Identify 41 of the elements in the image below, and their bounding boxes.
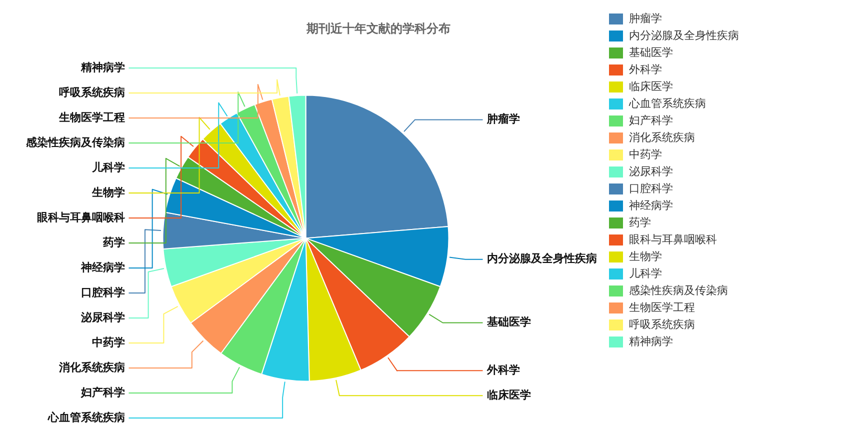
slice-label: 呼吸系统疾病 xyxy=(58,86,125,99)
legend-label: 妇产科学 xyxy=(629,114,673,127)
slice-label: 药学 xyxy=(102,236,125,249)
slice-label: 感染性疾病及传染病 xyxy=(24,136,125,149)
slice-label: 妇产科学 xyxy=(80,386,125,399)
slice-label: 精神病学 xyxy=(80,60,125,74)
slice-label: 生物学 xyxy=(90,186,125,199)
legend-label: 精神病学 xyxy=(629,334,673,348)
legend-label: 肿瘤学 xyxy=(629,12,662,25)
legend-label: 眼科与耳鼻咽喉科 xyxy=(629,232,717,246)
legend-label: 基础医学 xyxy=(629,46,673,59)
legend-label: 呼吸系统疾病 xyxy=(629,318,695,331)
legend-label: 神经病学 xyxy=(629,198,673,212)
legend-label: 感染性疾病及传染病 xyxy=(629,284,728,297)
slice-label: 口腔科学 xyxy=(80,286,125,299)
slice-label: 生物医学工程 xyxy=(58,110,125,124)
legend-label: 生物学 xyxy=(629,250,662,263)
legend-label: 生物医学工程 xyxy=(629,300,695,314)
legend-label: 临床医学 xyxy=(629,80,673,93)
legend-label: 心血管系统疾病 xyxy=(628,96,706,110)
slice-label: 心血管系统疾病 xyxy=(46,410,125,424)
legend-label: 中药学 xyxy=(629,148,662,161)
legend-label: 儿科学 xyxy=(629,266,662,280)
legend-label: 药学 xyxy=(629,216,651,229)
slice-label: 眼科与耳鼻咽喉科 xyxy=(36,210,125,224)
legend-label: 消化系统疾病 xyxy=(629,130,695,144)
legend-label: 泌尿科学 xyxy=(629,164,673,178)
legend-label: 外科学 xyxy=(629,62,662,76)
text: 期刊近十年文献的学科分布 xyxy=(306,21,450,36)
slice-label: 神经病学 xyxy=(80,260,125,274)
slice-label: 内分泌腺及全身性疾病 xyxy=(486,252,597,266)
slice-label: 泌尿科学 xyxy=(80,310,125,324)
legend-label: 口腔科学 xyxy=(629,182,673,195)
slice-label: 中药学 xyxy=(92,336,125,349)
slice-label: 临床医学 xyxy=(486,388,531,402)
slice-label: 消化系统疾病 xyxy=(58,360,125,374)
slice-label: 外科学 xyxy=(486,364,520,377)
legend-label: 内分泌腺及全身性疾病 xyxy=(629,28,739,42)
slice-label: 肿瘤学 xyxy=(486,112,520,126)
slice-label: 基础医学 xyxy=(486,316,531,329)
slice-label: 儿科学 xyxy=(90,160,125,174)
